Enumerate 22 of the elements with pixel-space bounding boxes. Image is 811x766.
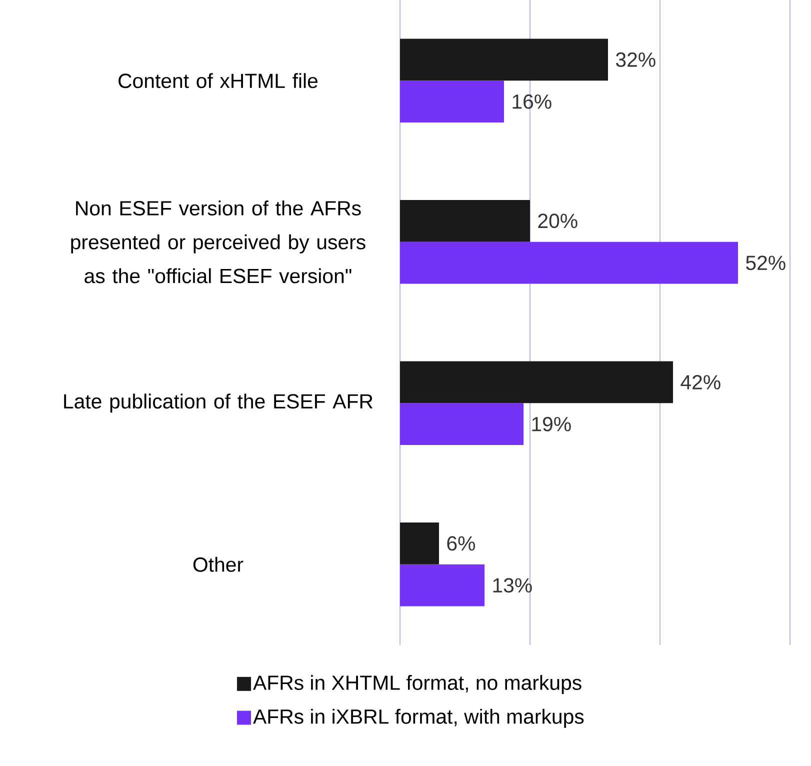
y-tick-label: Other bbox=[193, 556, 244, 572]
bar bbox=[400, 242, 738, 284]
data-label: 52% bbox=[746, 256, 786, 270]
bar bbox=[400, 80, 504, 123]
bar bbox=[400, 200, 530, 242]
bar bbox=[400, 522, 439, 564]
legend-label: AFRs in iXBRL format, with markups bbox=[253, 708, 584, 728]
bar bbox=[400, 564, 484, 606]
bar bbox=[400, 38, 608, 81]
bar bbox=[400, 403, 524, 446]
data-label: 13% bbox=[493, 578, 532, 593]
data-label: 6% bbox=[447, 536, 475, 551]
y-tick-label: Non ESEF version of the AFRs presented or perceived by users as the "official ESEF version" bbox=[71, 200, 366, 284]
y-tick-label: Late publication of the ESEF AFR bbox=[64, 394, 373, 413]
data-label: 42% bbox=[680, 374, 720, 390]
y-tick-label: Content of xHTML file bbox=[118, 73, 318, 88]
data-label: 19% bbox=[532, 416, 571, 432]
data-label: 16% bbox=[512, 94, 552, 109]
legend-label: AFRs in XHTML format, no markups bbox=[253, 674, 582, 694]
data-label: 20% bbox=[538, 214, 578, 228]
bar bbox=[400, 361, 674, 404]
data-label: 32% bbox=[616, 52, 656, 67]
